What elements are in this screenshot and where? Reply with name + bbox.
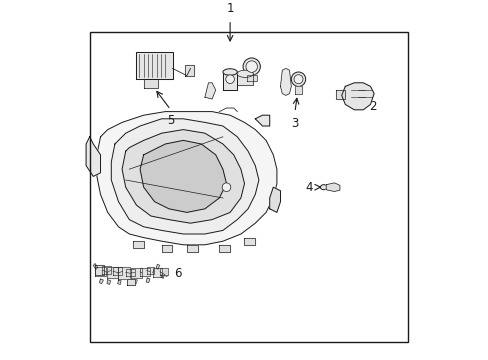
Polygon shape: [86, 137, 101, 176]
Polygon shape: [204, 83, 215, 99]
Polygon shape: [223, 72, 237, 90]
Polygon shape: [107, 280, 110, 284]
Polygon shape: [127, 279, 135, 285]
Polygon shape: [336, 90, 345, 99]
Polygon shape: [280, 68, 291, 95]
Text: 3: 3: [291, 117, 298, 130]
Polygon shape: [246, 75, 256, 81]
Ellipse shape: [320, 185, 326, 190]
Text: 2: 2: [368, 100, 375, 113]
Polygon shape: [140, 268, 150, 276]
Polygon shape: [102, 266, 111, 274]
Polygon shape: [341, 83, 373, 110]
Polygon shape: [95, 265, 104, 275]
Ellipse shape: [291, 72, 305, 86]
Polygon shape: [325, 183, 339, 192]
Polygon shape: [219, 245, 230, 252]
Polygon shape: [294, 86, 302, 94]
Polygon shape: [107, 267, 118, 278]
Text: 5: 5: [167, 114, 174, 127]
Text: 6: 6: [174, 267, 182, 280]
Polygon shape: [99, 279, 103, 284]
Circle shape: [222, 183, 230, 192]
Polygon shape: [131, 268, 142, 278]
Polygon shape: [269, 187, 280, 212]
Circle shape: [225, 75, 234, 84]
Ellipse shape: [237, 70, 253, 77]
Polygon shape: [136, 52, 172, 79]
Polygon shape: [125, 269, 134, 276]
Polygon shape: [161, 274, 164, 278]
Polygon shape: [185, 65, 194, 76]
Polygon shape: [133, 241, 143, 248]
Polygon shape: [152, 268, 162, 277]
Ellipse shape: [293, 75, 303, 84]
Polygon shape: [93, 264, 98, 269]
Text: 4: 4: [305, 181, 312, 194]
Polygon shape: [237, 74, 253, 85]
Polygon shape: [97, 112, 276, 245]
Polygon shape: [160, 268, 167, 275]
Ellipse shape: [223, 69, 237, 75]
Polygon shape: [162, 245, 172, 252]
Polygon shape: [146, 278, 149, 283]
Polygon shape: [122, 130, 244, 223]
Polygon shape: [156, 264, 159, 269]
Polygon shape: [118, 280, 121, 284]
Ellipse shape: [245, 61, 257, 72]
Polygon shape: [146, 267, 153, 274]
Polygon shape: [186, 245, 197, 252]
Polygon shape: [118, 267, 130, 279]
Bar: [89, 32, 407, 342]
Polygon shape: [113, 267, 122, 275]
Text: 1: 1: [226, 2, 233, 15]
Polygon shape: [111, 119, 258, 234]
Polygon shape: [244, 238, 255, 245]
Polygon shape: [143, 79, 158, 88]
Polygon shape: [140, 140, 226, 212]
Polygon shape: [95, 267, 106, 276]
Polygon shape: [133, 279, 137, 284]
Polygon shape: [255, 115, 269, 126]
Ellipse shape: [243, 58, 260, 75]
